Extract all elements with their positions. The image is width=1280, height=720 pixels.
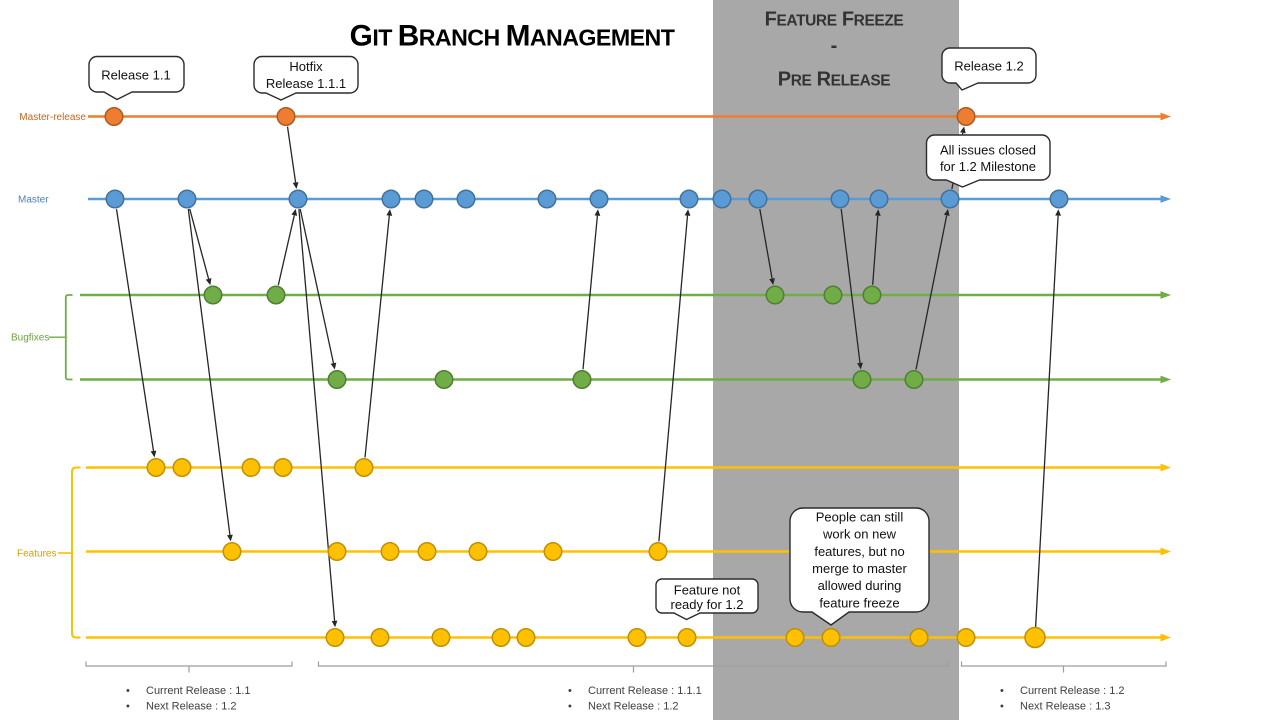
svg-text:Current Release : 1.2: Current Release : 1.2 [1020,685,1125,697]
svg-text:FEATURE FREEZE: FEATURE FREEZE [765,9,904,31]
svg-text:ready for 1.2: ready for 1.2 [671,597,744,612]
svg-text:•: • [126,685,130,697]
svg-text:Hotfix: Hotfix [289,59,323,74]
svg-text:Release 1.2: Release 1.2 [954,59,1023,74]
svg-text:-: - [831,35,838,57]
svg-text:•: • [126,701,130,713]
svg-text:features, but no: features, but no [814,544,904,559]
svg-text:Current Release : 1.1.1: Current Release : 1.1.1 [588,685,702,697]
svg-text:Next Release : 1.3: Next Release : 1.3 [1020,701,1111,713]
svg-text:People can still: People can still [816,509,904,524]
svg-text:work on new: work on new [822,527,897,542]
svg-text:•: • [1000,685,1004,697]
svg-text:merge to master: merge to master [812,561,907,576]
svg-text:Next Release : 1.2: Next Release : 1.2 [588,701,679,713]
svg-text:All issues closed: All issues closed [940,143,1036,158]
svg-text:Release 1.1: Release 1.1 [101,68,170,83]
svg-text:Current Release : 1.1: Current Release : 1.1 [146,685,251,697]
svg-text:allowed during: allowed during [818,578,902,593]
svg-text:•: • [1000,701,1004,713]
svg-text:GIT BRANCH MANAGEMENT: GIT BRANCH MANAGEMENT [350,20,675,53]
svg-text:PRE RELEASE: PRE RELEASE [778,69,891,91]
svg-text:Release 1.1.1: Release 1.1.1 [266,76,346,91]
svg-text:Next Release : 1.2: Next Release : 1.2 [146,701,237,713]
svg-text:feature freeze: feature freeze [819,595,899,610]
svg-text:•: • [568,701,572,713]
svg-text:Master: Master [18,195,49,206]
svg-text:Feature not: Feature not [674,583,741,598]
svg-text:Master-release: Master-release [19,112,86,123]
svg-text:for 1.2 Milestone: for 1.2 Milestone [940,159,1036,174]
svg-text:•: • [568,685,572,697]
svg-text:Features: Features [17,549,56,560]
svg-text:Bugfixes: Bugfixes [11,333,49,344]
